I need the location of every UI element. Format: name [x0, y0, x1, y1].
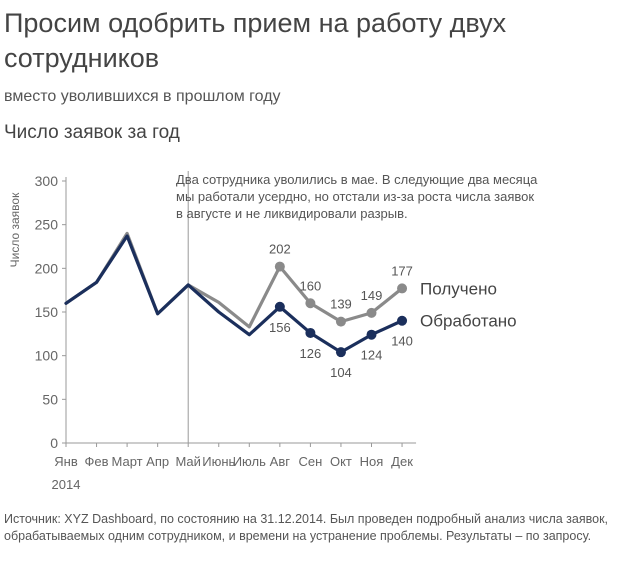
- y-tick-label: 50: [42, 391, 58, 407]
- y-tick-label: 100: [35, 348, 59, 364]
- data-point-received: [335, 316, 346, 327]
- x-tick-label: Ноя: [360, 454, 384, 469]
- data-point-processed: [366, 329, 377, 340]
- x-tick-label: Фев: [85, 454, 109, 469]
- data-label-received: 160: [300, 278, 322, 293]
- x-tick-label: Май: [175, 454, 200, 469]
- data-label-processed: 104: [330, 365, 352, 380]
- data-point-received: [366, 307, 377, 318]
- data-point-processed: [397, 315, 408, 326]
- x-year-label: 2014: [52, 477, 81, 492]
- data-label-processed: 126: [300, 346, 322, 361]
- data-label-processed: 124: [361, 348, 383, 363]
- y-tick-label: 0: [50, 435, 58, 451]
- data-point-processed: [274, 301, 285, 312]
- y-tick-label: 200: [35, 260, 59, 276]
- x-tick-label: Июнь: [202, 454, 235, 469]
- legend-label-processed: Обработано: [420, 312, 517, 331]
- y-tick-label: 300: [35, 173, 59, 189]
- series-line-received: [64, 231, 404, 329]
- data-label-received: 177: [391, 263, 413, 278]
- data-point-received: [397, 283, 408, 294]
- data-label-processed: 140: [391, 334, 413, 349]
- data-label-processed: 156: [269, 320, 291, 335]
- x-tick-label: Янв: [54, 454, 78, 469]
- x-tick-label: Сен: [298, 454, 322, 469]
- x-tick-label: Авг: [270, 454, 291, 469]
- annotation-text: мы работали усердно, но отстали из-за ро…: [176, 189, 534, 204]
- source-note: Источник: XYZ Dashboard, по состоянию на…: [4, 512, 609, 543]
- data-point-received: [305, 298, 316, 309]
- annotation-text: Два сотрудника уволились в мае. В следую…: [176, 172, 538, 187]
- data-point-processed: [305, 327, 316, 338]
- series-line-processed: [64, 234, 404, 354]
- annotation-text: в августе и не ликвидировали разрыв.: [176, 206, 408, 221]
- x-tick-label: Июль: [233, 454, 266, 469]
- x-tick-label: Дек: [391, 454, 413, 469]
- chart-title: Число заявок за год: [4, 122, 180, 143]
- data-label-received: 139: [330, 297, 352, 312]
- data-point-processed: [335, 347, 346, 358]
- page-title: Просим одобрить прием на работу двух сот…: [4, 8, 507, 73]
- data-point-received: [274, 261, 285, 272]
- line-chart: 0 50 100 150 200 250 300 Число заявок Янв Фев Март…: [8, 171, 538, 492]
- legend-label-received: Получено: [420, 279, 497, 298]
- data-label-received: 149: [361, 288, 383, 303]
- x-tick-label: Апр: [146, 454, 169, 469]
- x-tick-label: Окт: [330, 454, 352, 469]
- data-label-received: 202: [269, 242, 291, 257]
- y-axis-label: Число заявок: [8, 192, 22, 267]
- page-subtitle: вместо уволившихся в прошлом году: [4, 88, 281, 105]
- y-tick-label: 150: [35, 304, 59, 320]
- y-tick-label: 250: [35, 217, 59, 233]
- x-tick-label: Март: [112, 454, 143, 469]
